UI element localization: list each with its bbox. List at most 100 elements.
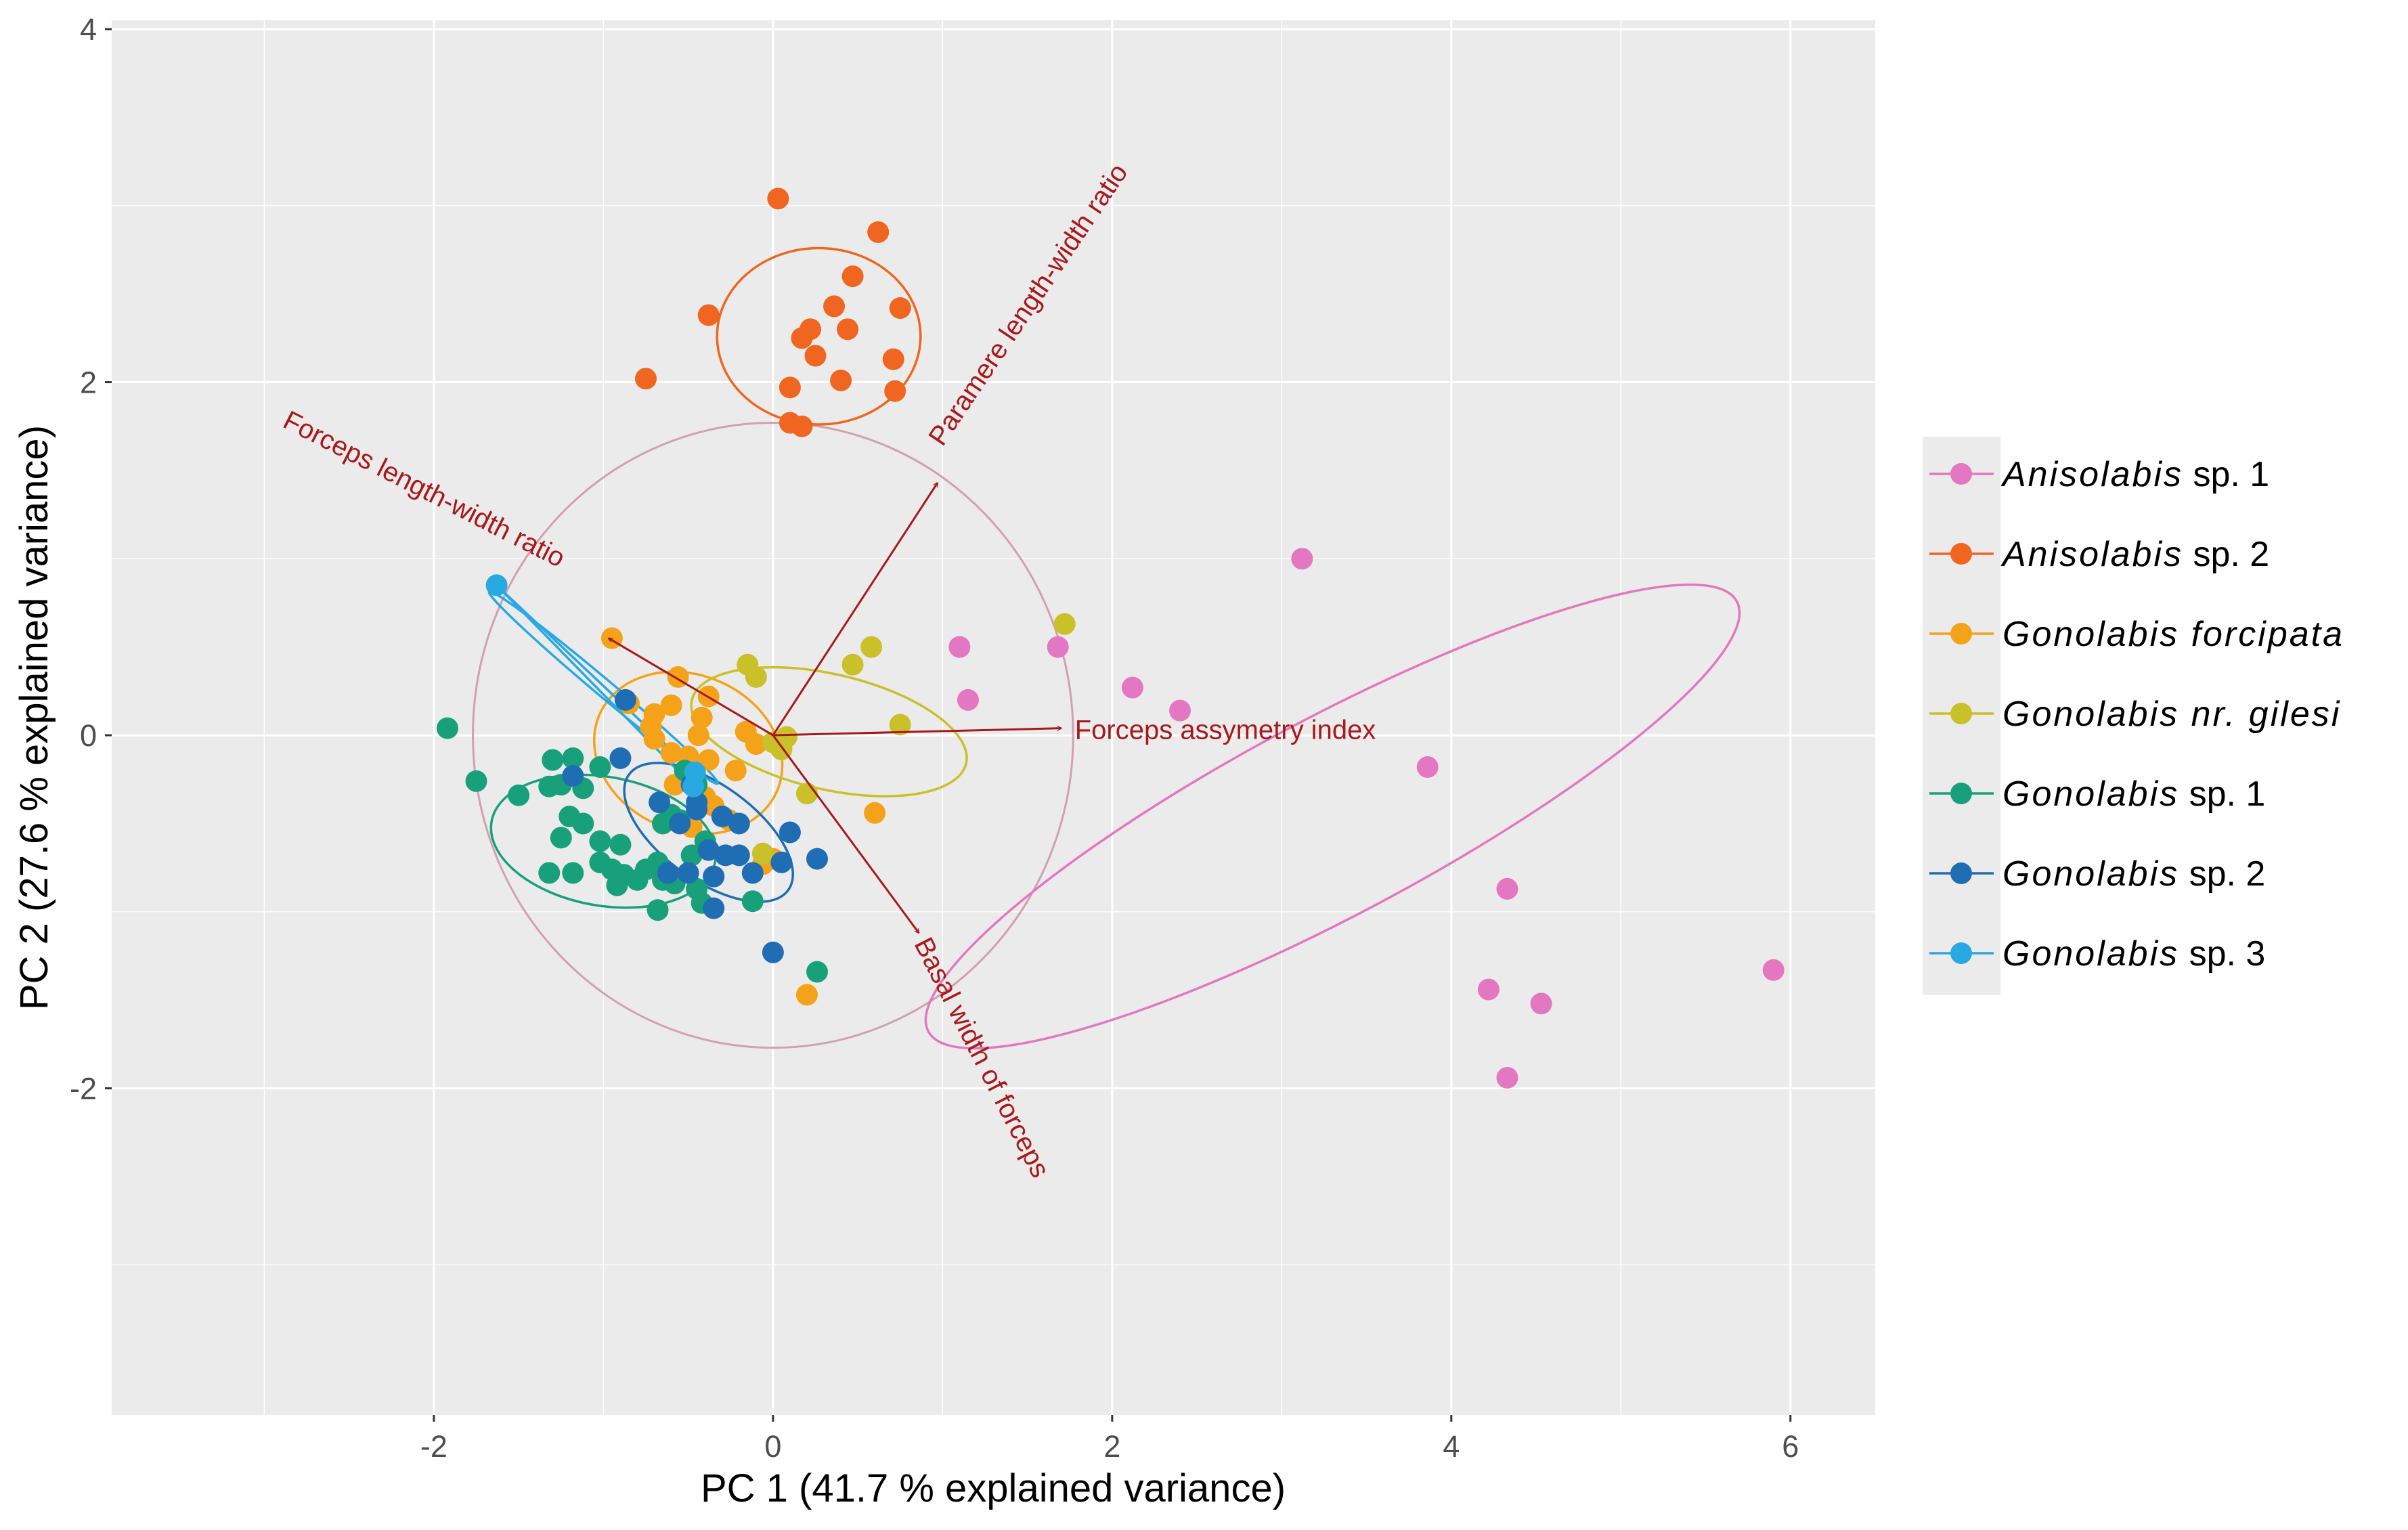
data-point: [687, 724, 709, 747]
legend-species: sp. 2: [2183, 535, 2269, 574]
legend-label: Gonolabis sp. 2: [2002, 854, 2265, 894]
legend-genus: Gonolabis: [2002, 854, 2179, 894]
data-point: [889, 297, 911, 320]
data-point: [436, 717, 458, 739]
axis-ticks: -2 0 2 4 6 -2 0 2 4: [70, 12, 1799, 1464]
legend-label: Gonolabis sp. 1: [2002, 774, 2265, 814]
legend-label: Gonolabis forcipata: [2002, 615, 2344, 654]
data-point: [626, 869, 649, 891]
data-point: [728, 844, 750, 867]
data-point: [795, 783, 818, 805]
data-point: [741, 862, 764, 884]
data-point: [728, 812, 750, 835]
data-point: [779, 821, 801, 844]
data-point: [830, 369, 852, 391]
x-tick-label: -2: [420, 1429, 447, 1464]
data-point: [860, 636, 883, 658]
data-point: [767, 188, 789, 210]
legend-key-point: [1950, 703, 1972, 724]
data-points: [436, 188, 1785, 1089]
data-point: [680, 844, 703, 867]
loading-label: Forceps assymetry index: [1075, 715, 1376, 745]
data-point: [1291, 548, 1313, 570]
data-point: [841, 653, 864, 676]
data-point: [643, 728, 665, 750]
x-tick-label: 2: [1103, 1429, 1120, 1464]
legend-label: Gonolabis nr. gilesi: [2002, 695, 2341, 734]
data-point: [711, 806, 733, 828]
data-point: [635, 368, 657, 390]
data-point: [542, 749, 564, 771]
data-point: [1416, 756, 1439, 779]
legend-label: Anisolabis sp. 1: [2000, 455, 2269, 494]
data-point: [669, 812, 691, 835]
legend-label: Gonolabis sp. 3: [2002, 934, 2265, 974]
legend-key-point: [1950, 783, 1972, 804]
data-point: [562, 747, 584, 769]
data-point: [779, 376, 801, 399]
data-point: [647, 899, 669, 921]
data-point: [1121, 676, 1143, 699]
x-tick-label: 6: [1782, 1429, 1799, 1464]
y-tick-label: 4: [80, 12, 97, 47]
data-point: [948, 636, 971, 658]
data-point: [745, 733, 767, 756]
data-point: [841, 265, 864, 288]
plot-panel: [112, 20, 1875, 1415]
data-point: [745, 666, 767, 688]
data-point: [697, 839, 720, 861]
data-point: [606, 874, 628, 896]
legend-key-point: [1950, 543, 1972, 565]
data-point: [884, 380, 906, 402]
data-point: [562, 765, 584, 787]
legend-genus: Gonolabis: [2002, 774, 2179, 814]
legend-genus: Gonolabis: [2002, 934, 2179, 974]
data-point: [691, 707, 713, 728]
data-point: [724, 760, 747, 782]
x-axis-title: PC 1 (41.7 % explained variance): [701, 1466, 1286, 1510]
group-ellipse: [489, 773, 718, 909]
data-point: [614, 688, 636, 711]
data-point: [697, 304, 720, 326]
data-point: [609, 833, 632, 856]
legend-genus: Anisolabis: [2000, 535, 2183, 574]
data-point: [562, 862, 584, 884]
legend-key-point: [1950, 463, 1972, 485]
legend-genus: Gonolabis: [2002, 695, 2179, 734]
data-point: [465, 770, 487, 792]
data-point: [806, 848, 828, 870]
data-point: [1169, 699, 1191, 722]
legend-key-point: [1950, 862, 1972, 884]
legend: Anisolabis sp. 1 Anisolabis sp. 2 Gonolabi…: [1923, 437, 2344, 995]
legend-key-point: [1950, 942, 1972, 964]
legend-genus: Gonolabis: [2002, 615, 2179, 654]
y-tick-label: 2: [80, 366, 97, 400]
data-point: [703, 865, 725, 888]
data-point: [677, 862, 699, 884]
group-ellipse: [924, 583, 1741, 1050]
overall-ellipse: [472, 422, 1074, 1049]
y-axis-title: PC 2 (27.6 % explained variance): [12, 425, 56, 1010]
data-point: [589, 756, 611, 779]
legend-key-point: [1950, 623, 1972, 644]
data-point: [867, 221, 890, 243]
data-point: [660, 742, 682, 764]
data-point: [795, 984, 818, 1006]
group-ellipse: [716, 246, 922, 426]
data-point: [751, 842, 774, 865]
data-point: [791, 415, 813, 437]
legend-species: sp. 3: [2179, 934, 2265, 974]
legend-species: sp. 1: [2183, 455, 2269, 494]
data-point: [703, 897, 725, 919]
data-point: [762, 941, 784, 963]
data-point: [1496, 1066, 1518, 1089]
data-point: [1530, 992, 1552, 1015]
loading-arrow: [772, 728, 1061, 737]
data-point: [770, 851, 793, 873]
x-tick-label: 4: [1443, 1429, 1460, 1464]
data-point: [684, 761, 706, 783]
data-point: [1047, 636, 1069, 658]
data-point: [882, 348, 904, 370]
data-point: [889, 714, 911, 736]
